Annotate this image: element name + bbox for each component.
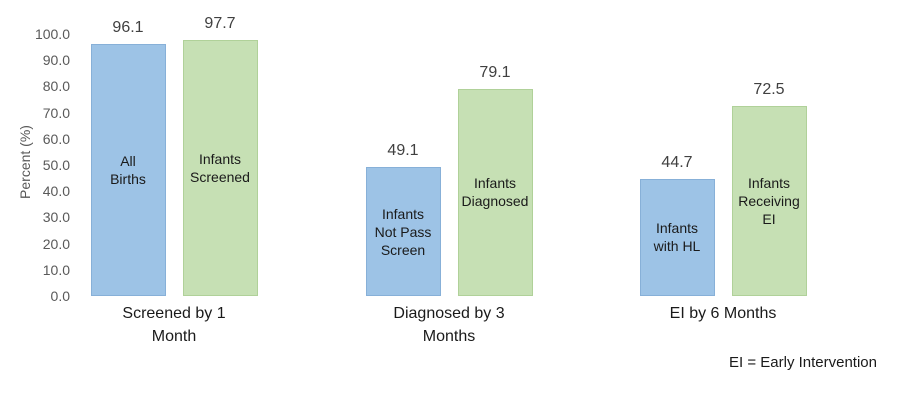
y-tick-label: 80.0 — [42, 78, 70, 95]
category-label: EI by 6 Months — [669, 305, 777, 322]
bar: Infants Not Pass Screen — [365, 167, 441, 296]
y-tick-label: 70.0 — [42, 104, 70, 121]
bar-inner-label: Infants Diagnosed — [461, 175, 529, 210]
y-tick-label: 30.0 — [42, 209, 70, 226]
bar-inner-label: Infants Not Pass Screen — [374, 205, 432, 258]
y-axis: 0.0 10.0 20.0 30.0 40.0 50.0 60.0 70.0 80.0 90.0 1… — [0, 0, 70, 408]
bar-value-label: 44.7 — [661, 153, 693, 171]
bar-inner-label: All Births — [110, 153, 146, 188]
bar: Infants Screened — [182, 40, 258, 296]
bar-inner-label: Infants Screened — [190, 151, 250, 185]
y-tick-label: 90.0 — [42, 52, 70, 69]
bar-value-label: 49.1 — [387, 142, 419, 160]
bar-value-label: 72.5 — [753, 81, 785, 99]
bar-value-label: 97.7 — [204, 15, 236, 33]
category-label: Screened by 1 Month — [122, 305, 226, 345]
bar: Infants Diagnosed — [457, 88, 533, 296]
y-tick-label: 60.0 — [42, 130, 70, 147]
category-label: Diagnosed by 3 Months — [393, 305, 505, 345]
bar-value-label: 96.1 — [112, 19, 144, 37]
bar: All Births — [90, 44, 166, 296]
y-tick-label: 40.0 — [42, 183, 70, 200]
bar: Infants with HL — [639, 178, 715, 296]
bar: Infants Receiving EI — [731, 106, 807, 296]
y-tick-label: 100.0 — [34, 26, 70, 42]
y-tick-label: 50.0 — [42, 157, 70, 173]
y-tick-label: 10.0 — [42, 261, 70, 278]
y-tick-label: 0.0 — [50, 288, 70, 304]
bar-inner-label: Infants with HL — [653, 220, 701, 255]
bar-inner-label: Infants Receiving EI — [738, 175, 800, 228]
bar-value-label: 79.1 — [479, 63, 511, 81]
y-tick-label: 20.0 — [42, 235, 70, 252]
footnote: EI = Early Intervention — [729, 354, 877, 371]
